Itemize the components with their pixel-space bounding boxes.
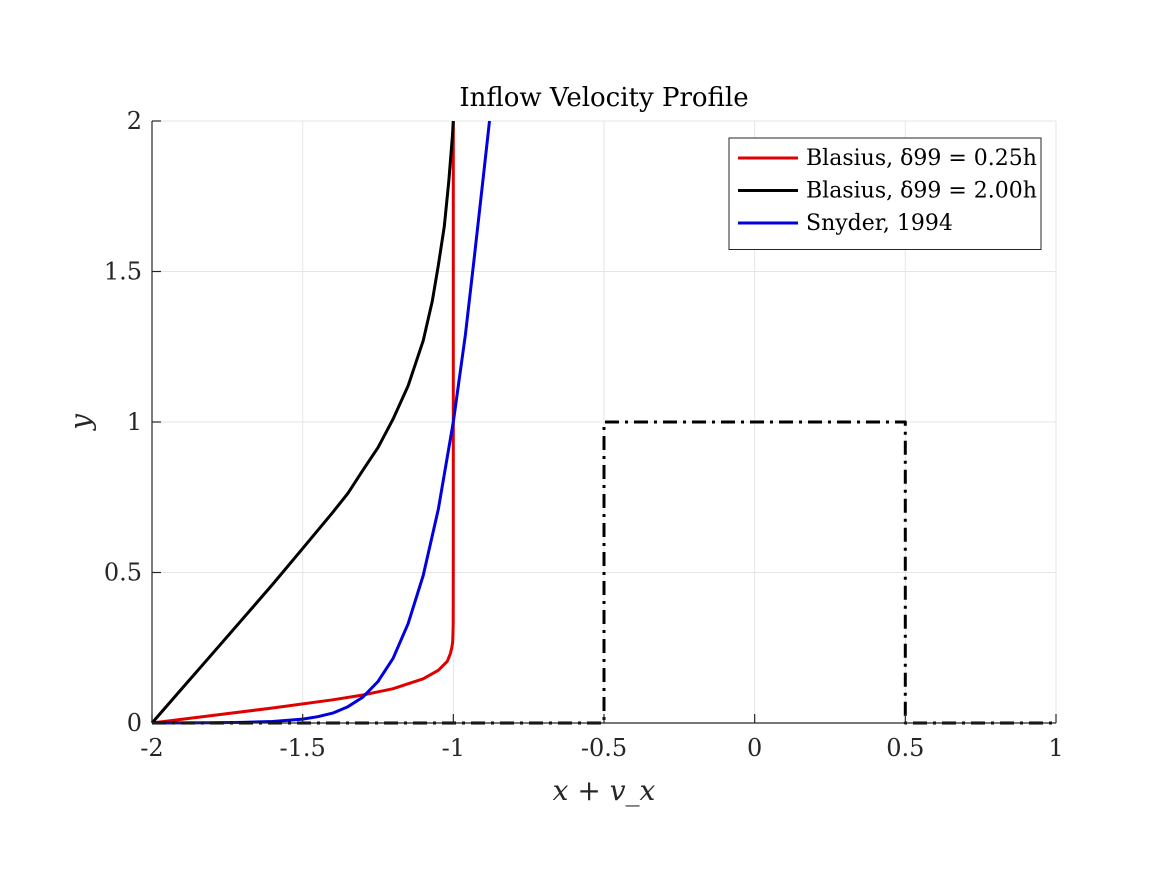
series-line-1 [151, 121, 455, 725]
legend-label: Blasius, δ99 = 2.00h [806, 179, 1037, 204]
y-tick-label: 2 [127, 107, 142, 135]
y-axis-label: y [64, 413, 97, 432]
y-tick-label: 0 [127, 709, 142, 737]
series-layer [150, 120, 1056, 725]
x-tick-label: -2 [140, 734, 163, 762]
axes [151, 120, 1057, 724]
legend: Blasius, δ99 = 0.25h Blasius, δ99 = 2.00h… [728, 137, 1042, 250]
x-tick-label: -1 [442, 734, 465, 762]
x-tick-label: -0.5 [581, 734, 627, 762]
series-line-2 [150, 120, 455, 724]
x-tick-label: 0.5 [886, 734, 924, 762]
series-line-4 [152, 420, 1056, 725]
x-tick-label: 1 [1048, 734, 1063, 762]
x-tick-label: -1.5 [280, 734, 326, 762]
x-tick-label: 0 [747, 734, 762, 762]
y-tick-label: 1 [127, 408, 142, 436]
x-axis-label: x + v_x [553, 774, 656, 807]
y-tick-label: 1.5 [104, 258, 142, 286]
legend-label: Blasius, δ99 = 0.25h [806, 146, 1037, 171]
tick-labels: -2 -1.5 -1 -0.5 0 0.5 1 0 0.5 1 1.5 2 [104, 107, 1064, 762]
y-tick-label: 0.5 [104, 559, 142, 587]
legend-label: Snyder, 1994 [806, 211, 953, 236]
chart-title: Inflow Velocity Profile [459, 83, 748, 113]
